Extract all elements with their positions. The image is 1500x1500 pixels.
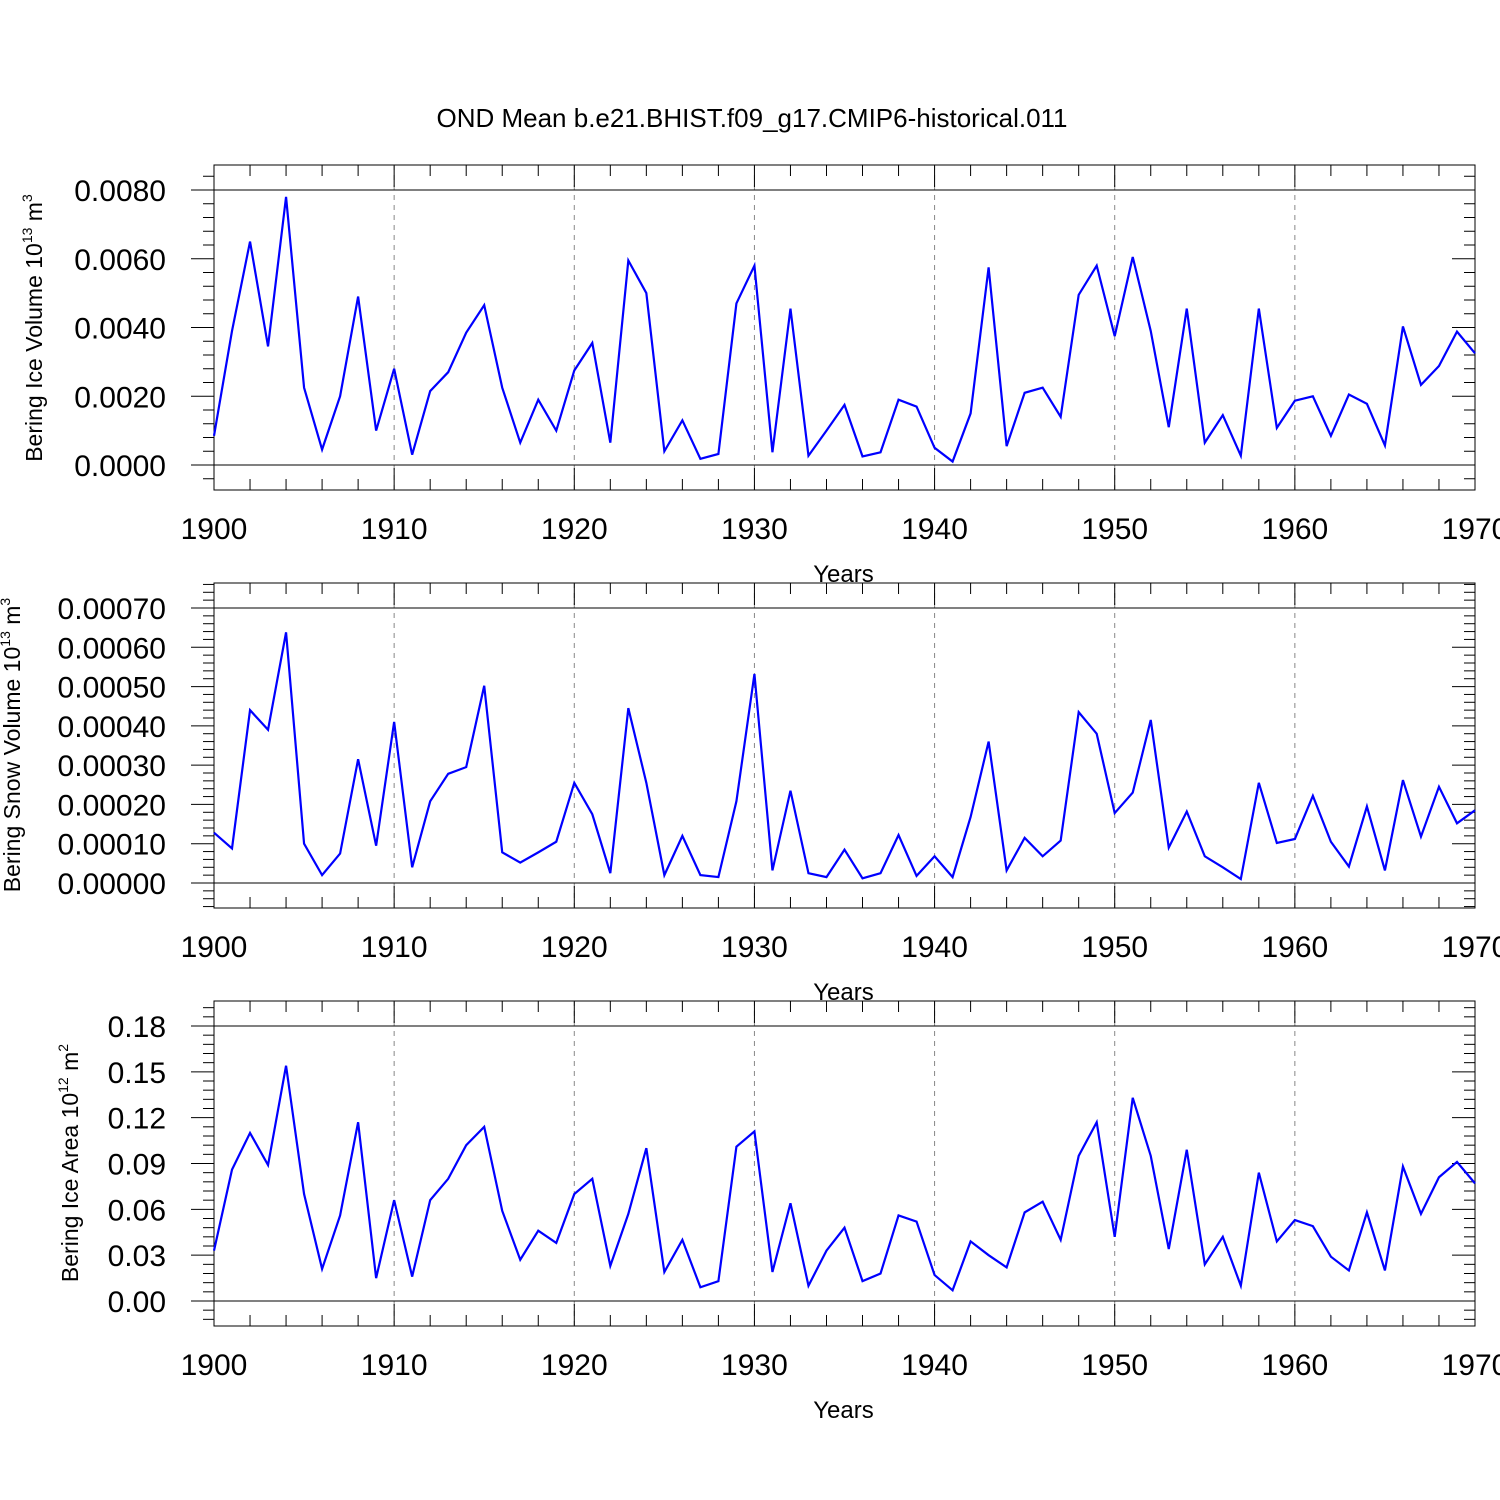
x-tick-label: 1930	[721, 1349, 788, 1382]
x-tick-label: 1960	[1261, 513, 1328, 546]
y-tick-label: 0.15	[108, 1057, 166, 1090]
y-tick-label: 0.00000	[58, 868, 166, 901]
x-axis-label: Years	[813, 1397, 874, 1424]
x-tick-label: 1920	[541, 1349, 608, 1382]
y-tick-label: 0.0080	[74, 175, 166, 208]
x-axis-label: Years	[813, 561, 874, 588]
x-axis-label: Years	[813, 979, 874, 1006]
y-tick-label: 0.0040	[74, 313, 166, 346]
x-tick-label: 1960	[1261, 931, 1328, 964]
x-tick-label: 1950	[1081, 931, 1148, 964]
x-tick-label: 1930	[721, 931, 788, 964]
x-tick-label: 1900	[181, 513, 248, 546]
x-tick-label: 1930	[721, 513, 788, 546]
series-line	[213, 632, 1476, 881]
x-tick-label: 1910	[361, 513, 428, 546]
y-tick-label: 0.00020	[58, 789, 166, 822]
y-axis-label: Bering Ice Volume 1013 m3	[19, 194, 47, 462]
y-tick-label: 0.00070	[58, 593, 166, 626]
y-tick-label: 0.18	[108, 1011, 166, 1044]
y-tick-label: 0.0020	[74, 381, 166, 414]
x-tick-label: 1950	[1081, 1349, 1148, 1382]
x-tick-label: 1940	[901, 513, 968, 546]
y-tick-label: 0.0000	[74, 450, 166, 483]
x-tick-label: 1960	[1261, 1349, 1328, 1382]
y-tick-label: 0.06	[108, 1194, 166, 1227]
series-line	[212, 196, 1476, 464]
x-tick-label: 1900	[181, 931, 248, 964]
x-tick-label: 1940	[901, 931, 968, 964]
plot-frame	[213, 582, 1476, 909]
x-tick-label: 1900	[181, 1349, 248, 1382]
y-axis-label: Bering Snow Volume 1013 m3	[0, 598, 25, 893]
y-tick-label: 0.09	[108, 1149, 166, 1182]
y-tick-label: 0.00040	[58, 711, 166, 744]
y-tick-label: 0.00030	[58, 750, 166, 783]
y-tick-label: 0.00010	[58, 829, 166, 862]
y-tick-label: 0.00060	[58, 632, 166, 665]
series-line	[212, 1065, 1476, 1293]
x-tick-label: 1920	[541, 513, 608, 546]
x-tick-label: 1950	[1081, 513, 1148, 546]
x-tick-label: 1940	[901, 1349, 968, 1382]
y-tick-label: 0.12	[108, 1103, 166, 1136]
y-tick-label: 0.00	[108, 1286, 166, 1319]
x-tick-label: 1910	[361, 1349, 428, 1382]
y-tick-label: 0.03	[108, 1240, 166, 1273]
chart-title: OND Mean b.e21.BHIST.f09_g17.CMIP6-histo…	[436, 103, 1067, 133]
y-axis-label: Bering Ice Area 1012 m2	[55, 1044, 83, 1282]
y-tick-label: 0.00050	[58, 672, 166, 705]
y-tick-label: 0.0060	[74, 244, 166, 277]
x-tick-label: 1910	[361, 931, 428, 964]
x-tick-label: 1920	[541, 931, 608, 964]
